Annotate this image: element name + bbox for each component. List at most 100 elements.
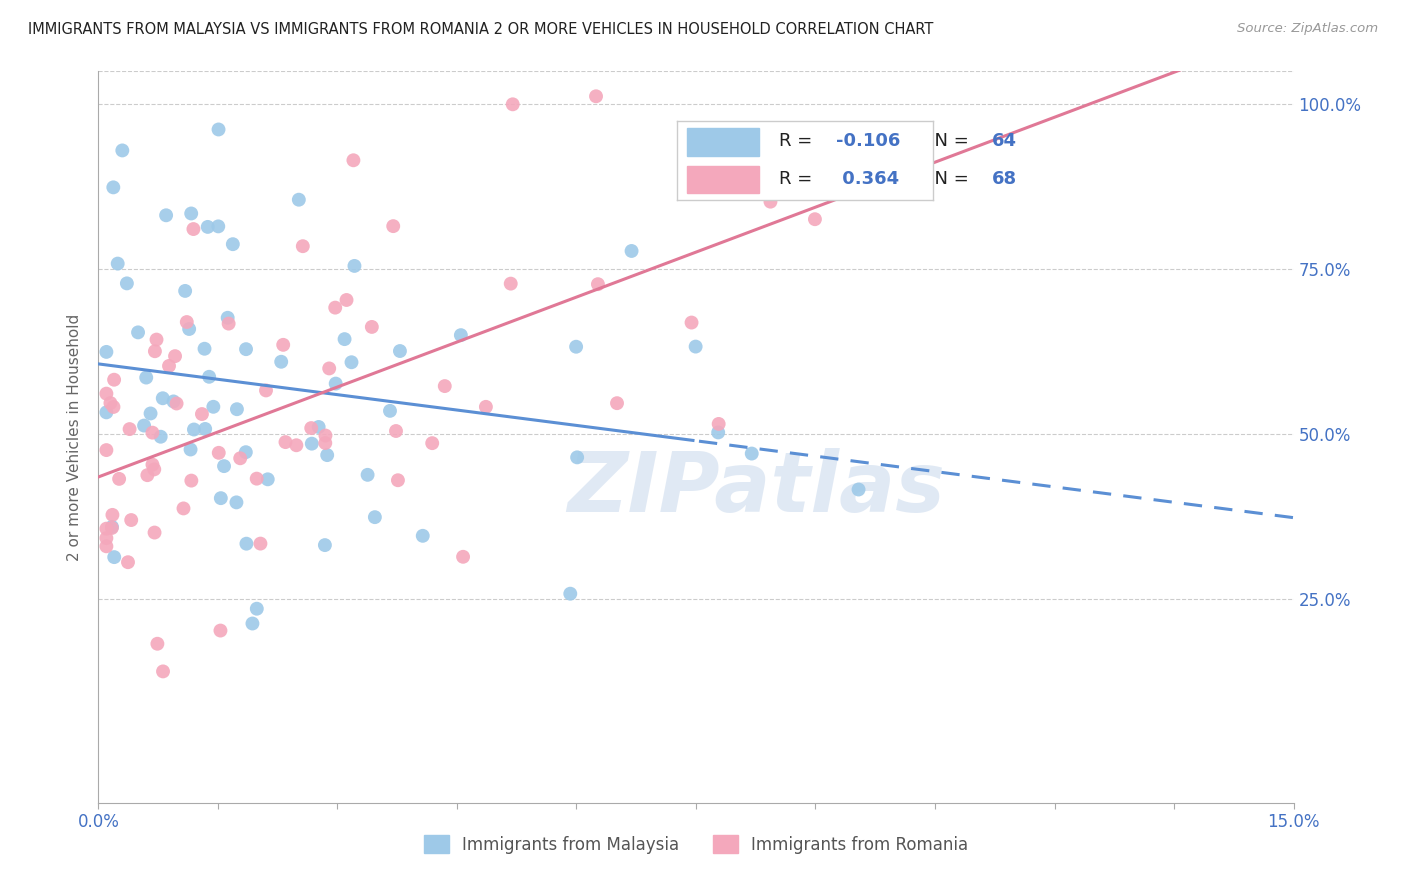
Point (217, 310, 239, 325)
Point (96, 522, 118, 536)
Point (291, 239, 314, 253)
Point (143, 525, 166, 540)
Text: N =: N = (922, 170, 974, 188)
Text: 0.364: 0.364 (835, 170, 898, 188)
Point (314, 428, 336, 442)
Point (820, 144, 842, 158)
Point (235, 342, 257, 356)
Point (209, 491, 232, 505)
Point (340, 355, 363, 369)
Point (586, 277, 609, 292)
Point (565, 450, 588, 465)
Point (108, 472, 131, 486)
Point (143, 344, 166, 359)
Point (96, 539, 118, 553)
Point (222, 237, 245, 252)
Text: R =: R = (779, 132, 818, 151)
Point (707, 425, 730, 440)
Point (174, 284, 197, 298)
Point (183, 423, 205, 437)
Point (256, 472, 278, 486)
Point (420, 436, 443, 450)
Point (433, 379, 456, 393)
Point (378, 404, 401, 418)
Point (246, 472, 269, 486)
Point (101, 508, 124, 522)
Point (271, 338, 294, 352)
Point (585, 89, 607, 103)
Point (208, 446, 231, 460)
Text: -0.106: -0.106 (835, 132, 900, 151)
Point (475, 400, 498, 414)
Point (157, 359, 180, 373)
Text: Source: ZipAtlas.com: Source: ZipAtlas.com (1237, 22, 1378, 36)
Point (193, 342, 215, 356)
Point (316, 448, 339, 462)
Point (274, 435, 297, 450)
Point (499, 277, 522, 291)
Point (166, 396, 188, 410)
Point (96, 345, 118, 359)
Point (620, 244, 643, 258)
Point (207, 122, 229, 136)
Point (314, 538, 336, 552)
Point (100, 396, 122, 410)
Point (759, 194, 782, 209)
Point (254, 384, 277, 398)
Point (387, 473, 409, 487)
Point (451, 549, 474, 564)
Point (360, 320, 382, 334)
Point (111, 144, 134, 158)
Point (364, 510, 387, 524)
Point (165, 349, 187, 363)
Point (141, 458, 163, 472)
Point (198, 369, 221, 384)
Point (180, 442, 202, 457)
Point (318, 361, 340, 376)
Point (162, 394, 184, 409)
Point (218, 317, 240, 331)
Text: R =: R = (779, 170, 818, 188)
Point (804, 212, 827, 227)
Point (127, 326, 149, 340)
Point (246, 601, 269, 615)
Point (145, 333, 167, 347)
Point (335, 293, 357, 307)
Point (146, 637, 169, 651)
Point (103, 550, 125, 565)
Point (285, 438, 308, 452)
Point (249, 536, 271, 550)
Point (565, 340, 588, 354)
Point (143, 462, 166, 476)
Point (450, 328, 472, 343)
Point (229, 451, 252, 466)
Point (235, 537, 257, 551)
Point (685, 340, 707, 354)
Bar (688, 166, 759, 194)
Point (314, 436, 336, 450)
Point (107, 257, 129, 271)
Point (152, 665, 174, 679)
Text: 64: 64 (993, 132, 1017, 151)
Point (96, 405, 118, 419)
Point (242, 616, 264, 631)
Point (141, 425, 163, 440)
Point (226, 402, 249, 417)
Point (103, 373, 125, 387)
Point (789, 144, 811, 158)
Point (707, 417, 730, 431)
Point (149, 430, 172, 444)
Point (356, 467, 378, 482)
Point (502, 97, 524, 112)
Point (325, 376, 347, 391)
Point (301, 436, 323, 450)
Point (388, 344, 411, 359)
Point (741, 446, 763, 460)
Point (308, 420, 330, 434)
Point (115, 277, 138, 291)
Point (342, 153, 364, 168)
Text: ZIPatlas: ZIPatlas (567, 448, 945, 529)
Point (180, 474, 202, 488)
Point (183, 222, 205, 236)
Text: 68: 68 (993, 170, 1017, 188)
